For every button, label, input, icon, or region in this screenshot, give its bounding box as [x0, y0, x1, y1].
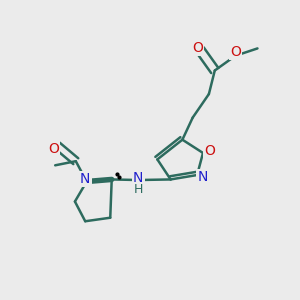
Text: H: H: [134, 183, 143, 196]
Text: N: N: [197, 170, 208, 184]
Text: N: N: [133, 171, 143, 185]
Text: O: O: [204, 145, 215, 158]
Text: O: O: [48, 142, 59, 156]
Text: N: N: [80, 172, 90, 186]
Text: O: O: [192, 40, 203, 55]
Text: O: O: [230, 45, 241, 59]
